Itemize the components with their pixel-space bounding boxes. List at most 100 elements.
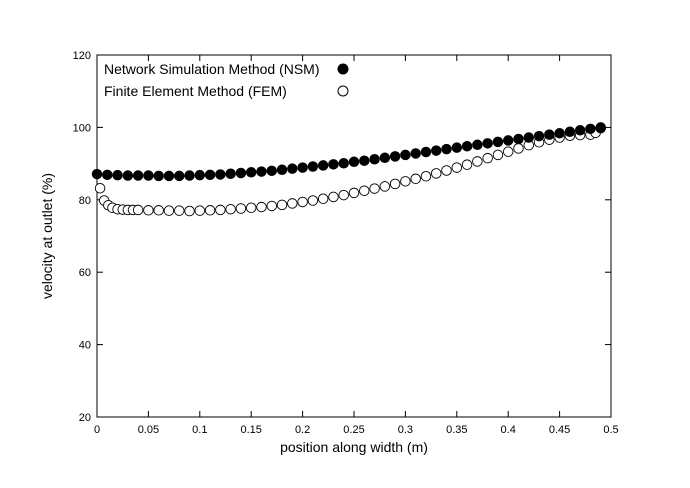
fem-point (338, 189, 349, 201)
nsm-point (430, 145, 442, 156)
y-tick-label: 80 (79, 195, 91, 207)
tick-labels: 0 0.05 0.1 0.15 0.2 0.25 0.3 0.35 0.4 0.45 0.5 20 40… (73, 50, 619, 436)
nsm-point (163, 170, 175, 182)
plot-frame (96, 54, 612, 418)
y-tick-label: 100 (73, 122, 91, 134)
x-tick-label: 0.5 (603, 424, 618, 436)
fem-point (194, 205, 206, 216)
fem-point (94, 182, 106, 194)
fem-point (328, 191, 339, 203)
nsm-point (533, 130, 545, 142)
fem-point (163, 205, 175, 216)
series-nsm (91, 122, 606, 182)
nsm-point (184, 170, 195, 181)
x-tick-label: 0.25 (343, 424, 364, 436)
nsm-point (235, 167, 247, 179)
fem-point (348, 187, 360, 199)
nsm-point (204, 169, 216, 181)
nsm-point (276, 164, 288, 176)
fem-point (173, 205, 185, 216)
fem-point (420, 171, 432, 182)
nsm-point (143, 170, 154, 181)
fem-point (297, 196, 308, 208)
nsm-point (307, 161, 319, 172)
x-axis-title: position along width (m) (280, 439, 428, 455)
nsm-point (544, 129, 555, 140)
nsm-point (132, 170, 144, 181)
fem-point (317, 193, 329, 204)
x-tick-label: 0.3 (398, 424, 413, 436)
fem-point (400, 176, 411, 187)
nsm-point (389, 151, 401, 162)
nsm-point (348, 156, 360, 168)
nsm-point (410, 148, 421, 159)
x-tick-label: 0.4 (501, 424, 516, 436)
x-tick-label: 0.15 (240, 424, 261, 436)
y-tick-label: 20 (79, 412, 91, 424)
nsm-point (317, 160, 329, 171)
nsm-point (297, 162, 308, 173)
nsm-point (215, 169, 226, 180)
legend-label-fem: Finite Element Method (FEM) (104, 83, 287, 99)
data-series (91, 122, 606, 217)
nsm-point (585, 123, 596, 135)
fem-point (379, 181, 391, 192)
fem-point (389, 178, 401, 190)
fem-point (307, 195, 319, 206)
nsm-point (122, 170, 134, 181)
legend-marker-fem (337, 85, 349, 97)
x-tick-label: 0.2 (295, 424, 310, 436)
y-tick-label: 120 (73, 50, 91, 62)
x-tick-label: 0.45 (549, 424, 570, 436)
nsm-point (441, 143, 452, 155)
nsm-point (256, 166, 267, 177)
y-axis-title: velocity at outlet (%) (39, 173, 55, 299)
nsm-point (153, 170, 164, 182)
nsm-point (112, 169, 123, 181)
fem-point (204, 205, 216, 216)
fem-point (225, 203, 236, 215)
fem-point (276, 199, 288, 211)
nsm-point (173, 170, 185, 182)
legend-marker-nsm (337, 63, 349, 75)
nsm-point (502, 135, 514, 146)
nsm-point (338, 157, 349, 169)
x-tick-label: 0.05 (138, 424, 159, 436)
fem-point (410, 173, 421, 185)
nsm-point (287, 163, 298, 174)
nsm-point (359, 155, 370, 166)
y-tick-label: 40 (79, 340, 91, 352)
fem-point (369, 183, 380, 194)
nsm-point (472, 139, 483, 151)
nsm-point (102, 169, 113, 181)
legend-label-nsm: Network Simulation Method (NSM) (104, 61, 320, 77)
nsm-point (369, 154, 380, 165)
x-tick-label: 0.1 (192, 424, 207, 436)
fem-point (461, 159, 473, 170)
x-tick-label: 0 (94, 424, 100, 436)
nsm-point (461, 140, 473, 152)
fem-point (287, 198, 298, 209)
fem-point (492, 149, 504, 161)
nsm-point (595, 122, 606, 133)
fem-point (266, 200, 278, 212)
fem-point (502, 146, 514, 157)
x-tick-label: 0.35 (446, 424, 467, 436)
nsm-point (400, 149, 411, 161)
fem-point (472, 156, 483, 167)
legend: Network Simulation Method (NSM) Finite E… (104, 61, 349, 99)
nsm-point (451, 142, 463, 153)
nsm-point (379, 152, 391, 164)
fem-point (132, 204, 144, 216)
nsm-point (245, 167, 257, 178)
fem-point (359, 185, 370, 196)
nsm-point (194, 169, 206, 181)
fem-point (143, 205, 154, 216)
fem-point (245, 202, 257, 214)
fem-point (215, 204, 226, 216)
nsm-point (482, 138, 493, 149)
nsm-point (513, 133, 524, 145)
fem-point (430, 168, 442, 179)
fem-point (153, 205, 164, 216)
